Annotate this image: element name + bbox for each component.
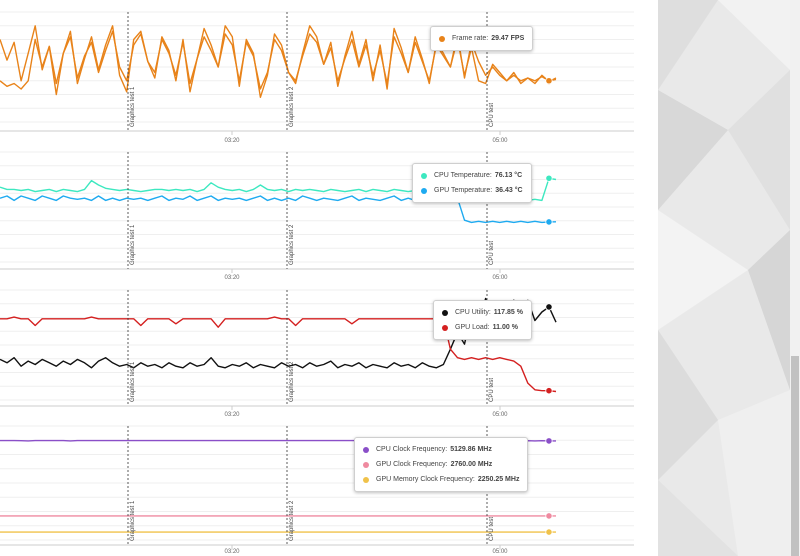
marker-label: Graphics test 1 [130,86,136,127]
tooltip-frame-rate: Frame rate: 29.47 FPS [430,26,534,51]
polygon-pattern [658,0,790,556]
tooltip-row: CPU Temperature: 76.13 °C [421,168,523,183]
x-tick-label: 05:00 [492,275,508,281]
series-dot-icon [363,461,369,468]
tooltip-frequency: CPU Clock Frequency: 5129.86 MHz GPU Clo… [354,437,529,492]
hover-point [545,174,553,182]
tooltip-value: 36.43 °C [495,187,523,194]
tooltip-row: Frame rate: 29.47 FPS [439,31,524,46]
tooltip-row: GPU Memory Clock Frequency: 2250.25 MHz [363,472,519,487]
marker-label: CPU test [489,241,495,265]
hover-point [545,437,553,445]
tooltip-value: 2250.25 MHz [477,476,520,483]
marker-label: Graphics test 2 [289,500,295,541]
x-tick-label: 05:00 [492,549,508,555]
hover-point [545,387,553,395]
background-panel [658,0,790,556]
tooltip-value: 76.13 °C [494,172,523,179]
tooltip-label: CPU Clock Frequency: [376,446,448,453]
series-line [0,25,557,99]
marker-label: Graphics test 1 [130,361,136,402]
series-line [0,316,557,393]
series-line [0,297,557,369]
series-line [0,195,557,224]
marker-label: Graphics test 2 [289,86,295,127]
marker-label: CPU test [489,103,495,127]
tooltip-label: GPU Load: [455,324,490,331]
tooltip-value: 5129.86 MHz [450,446,492,453]
marker-label: Graphics test 1 [130,224,136,265]
tooltip-value: 2760.00 MHz [450,461,493,468]
tooltip-row: GPU Load: 11.00 % [442,320,523,335]
marker-label: Graphics test 2 [289,224,295,265]
tooltip-value: 11.00 % [492,324,518,331]
hover-point [545,512,553,520]
series-dot-icon [442,309,448,316]
tooltip-utility: CPU Utility: 117.85 % GPU Load: 11.00 % [433,300,532,340]
series-dot-icon [363,446,369,453]
series-dot-icon [363,476,369,483]
x-tick-label: 03:20 [224,138,240,144]
marker-label: CPU test [489,378,495,402]
scrollbar-track[interactable] [790,0,800,556]
tooltip-row: CPU Utility: 117.85 % [442,305,523,320]
tooltip-value: 117.85 % [493,309,523,316]
x-tick-label: 03:20 [224,412,240,418]
hover-point [545,218,553,226]
x-tick-label: 03:20 [224,275,240,281]
marker-label: Graphics test 1 [130,500,136,541]
tooltip-label: CPU Utility: [455,309,491,316]
tooltip-row: GPU Temperature: 36.43 °C [421,183,523,198]
tooltip-label: GPU Clock Frequency: [376,461,448,468]
series-dot-icon [421,187,427,194]
x-tick-label: 03:20 [224,549,240,555]
x-tick-label: 05:00 [492,412,508,418]
tooltip-row: GPU Clock Frequency: 2760.00 MHz [363,457,519,472]
tooltip-label: GPU Temperature: [434,187,493,194]
hover-point [545,528,553,536]
hover-point [545,303,553,311]
scrollbar-thumb[interactable] [791,356,799,556]
charts-area: 03:20 05:00 Graphics test 1 Graphics test 2… [0,11,634,555]
tooltip-temperature: CPU Temperature: 76.13 °C GPU Temperatur… [412,163,532,203]
marker-label: CPU test [489,517,495,541]
series-dot-icon [421,172,427,179]
marker-label: Graphics test 2 [289,361,295,402]
hover-point [545,77,553,85]
series-dot-icon [442,324,448,331]
tooltip-label: CPU Temperature: [434,172,492,179]
x-tick-label: 05:00 [492,138,508,144]
tooltip-row: CPU Clock Frequency: 5129.86 MHz [363,442,519,457]
tooltip-value: 29.47 FPS [491,35,525,42]
series-dot-icon [439,35,445,42]
tooltip-label: Frame rate: [452,35,489,42]
monitoring-charts: 03:20 05:00 Graphics test 1 Graphics test 2… [0,11,634,555]
tooltip-label: GPU Memory Clock Frequency: [376,476,475,483]
